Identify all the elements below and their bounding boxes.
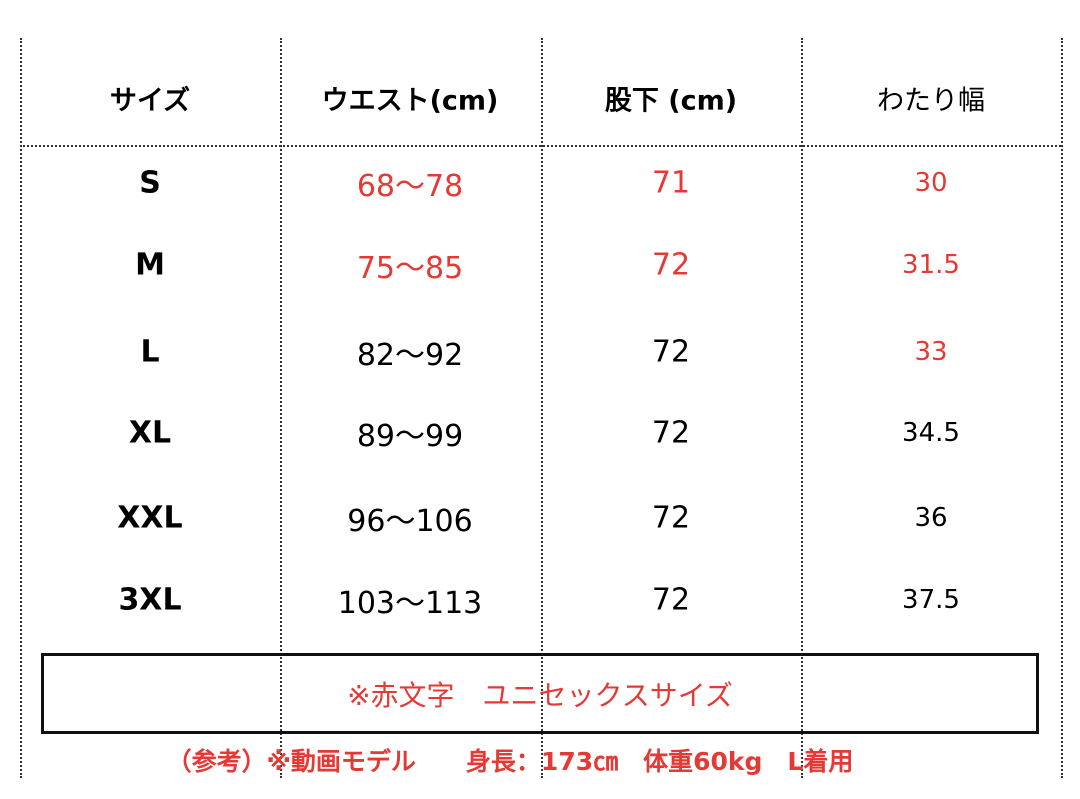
size-label: 3XL — [118, 582, 182, 618]
table-cell: 33 — [914, 337, 948, 367]
note-box: ※赤文字 ユニセックスサイズ — [41, 653, 1039, 734]
table-cell: 72 — [651, 582, 691, 618]
table-cell: 72 — [651, 247, 691, 283]
column-header: ウエスト(cm) — [321, 85, 499, 117]
size-label: M — [135, 247, 165, 283]
table-cell: 34.5 — [902, 418, 960, 448]
size-label: L — [140, 334, 160, 370]
table-cell: 82〜92 — [356, 338, 464, 373]
size-label: XL — [128, 415, 172, 451]
column-divider — [801, 38, 803, 778]
table-cell: 72 — [651, 415, 691, 451]
table-cell: 72 — [651, 334, 691, 370]
table-cell: 89〜99 — [356, 419, 464, 454]
table-cell: 72 — [651, 500, 691, 536]
table-cell: 103〜113 — [337, 586, 483, 621]
table-cell: 68〜78 — [356, 169, 464, 204]
table-cell: 30 — [914, 168, 948, 198]
table-cell: 31.5 — [902, 250, 960, 280]
table-cell: 71 — [651, 165, 691, 201]
column-header: サイズ — [109, 85, 191, 117]
column-divider — [280, 38, 282, 778]
table-cell: 96〜106 — [347, 504, 473, 539]
header-divider — [20, 145, 1061, 147]
column-divider — [20, 38, 22, 778]
note: ※赤文字 ユニセックスサイズ — [347, 678, 733, 712]
column-header: 股下 (cm) — [604, 85, 738, 117]
table-cell: 37.5 — [902, 585, 960, 615]
footer-note: （参考）※動画モデル 身長：173㎝ 体重60kg L着用 — [166, 747, 854, 776]
column-divider — [541, 38, 543, 778]
column-header: わたり幅 — [877, 85, 985, 117]
column-divider — [1061, 38, 1063, 778]
size-label: XXL — [117, 500, 183, 536]
table-cell: 75〜85 — [356, 251, 464, 286]
table-cell: 36 — [914, 503, 948, 533]
size-label: S — [139, 165, 161, 201]
